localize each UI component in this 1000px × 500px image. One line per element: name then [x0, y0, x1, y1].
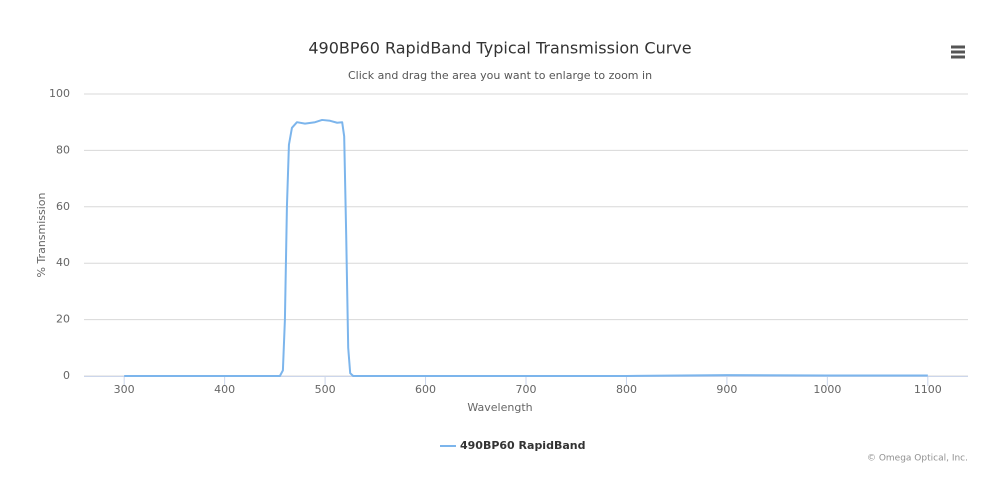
menu-button[interactable] — [946, 42, 970, 62]
chart-subtitle: Click and drag the area you want to enla… — [348, 69, 652, 82]
x-tick-label: 800 — [616, 383, 637, 396]
x-tick-label: 300 — [114, 383, 135, 396]
x-tick-label: 700 — [516, 383, 537, 396]
y-tick-label: 100 — [49, 87, 70, 100]
legend-label[interactable]: 490BP60 RapidBand — [460, 439, 585, 452]
x-tick-label: 900 — [716, 383, 737, 396]
x-tick-label: 1000 — [813, 383, 841, 396]
x-tick-label: 1100 — [914, 383, 942, 396]
y-tick-label: 80 — [56, 143, 70, 156]
y-tick-label: 40 — [56, 256, 70, 269]
y-axis-title: % Transmission — [35, 192, 48, 277]
x-tick-label: 600 — [415, 383, 436, 396]
x-axis-title: Wavelength — [467, 401, 532, 414]
chart-title: 490BP60 RapidBand Typical Transmission C… — [308, 39, 691, 58]
y-tick-label: 0 — [63, 369, 70, 382]
series-line — [124, 118, 928, 377]
x-tick-label: 500 — [315, 383, 336, 396]
credits: © Omega Optical, Inc. — [867, 454, 968, 464]
y-tick-label: 20 — [56, 313, 70, 326]
x-tick-label: 400 — [214, 383, 235, 396]
y-tick-label: 60 — [56, 200, 70, 213]
